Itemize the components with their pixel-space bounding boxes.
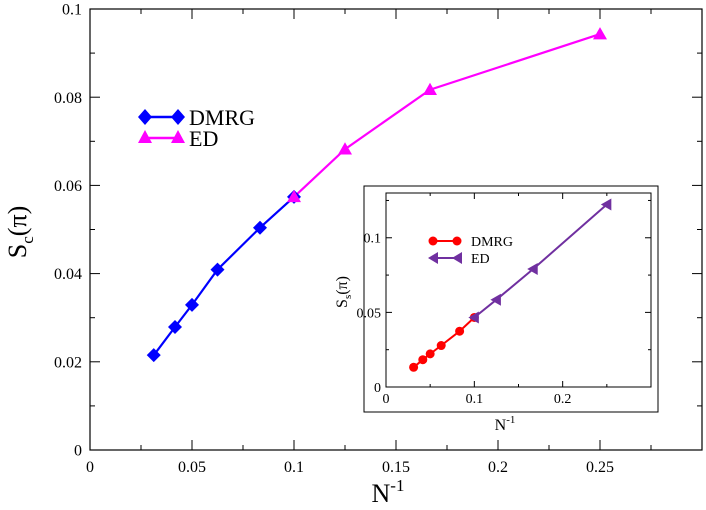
main-x-tick-label-4: 0.2 <box>488 459 508 476</box>
inset-x-tick-label-1: 0.1 <box>466 392 484 407</box>
inset-legend-marker-ed-end <box>452 252 462 264</box>
main-x-axis-label: N-1 <box>372 476 405 508</box>
main-legend-marker-dmrg <box>138 109 152 125</box>
inset-point-ed-0 <box>468 311 479 324</box>
main-point-dmrg-4 <box>252 220 267 235</box>
main-point-ed-2 <box>423 82 438 95</box>
inset-x-tick-label-0: 0 <box>383 392 390 407</box>
main-x-tick-label-1: 0.05 <box>178 459 206 476</box>
inset-legend-marker-dmrg-end <box>452 236 462 246</box>
inset-x-tick-label-2: 0.2 <box>554 392 572 407</box>
inset-series-line-ed <box>473 203 608 319</box>
main-legend-entry-dmrg: DMRG <box>138 105 255 130</box>
main-legend-label-ed: ED <box>189 126 218 151</box>
inset-point-dmrg-0 <box>409 362 419 372</box>
main-point-ed-0 <box>287 189 301 203</box>
inset-point-dmrg-3 <box>436 341 446 351</box>
main-legend-marker-ed-end <box>171 130 185 143</box>
main-x-tick-label-3: 0.15 <box>382 459 410 476</box>
inset-legend-marker-ed <box>428 252 438 264</box>
main-plot: 0 0.05 0.1 0.15 0.2 0.2500.020.040.060.080.1 … <box>3 2 703 508</box>
main-point-dmrg-0 <box>146 348 161 363</box>
inset-legend-label-dmrg: DMRG <box>471 235 513 250</box>
main-legend-label-dmrg: DMRG <box>189 105 255 130</box>
inset-point-dmrg-2 <box>425 349 435 359</box>
main-x-tick-label-0: 0 <box>86 459 94 476</box>
main-y-tick-label-1: 0.02 <box>54 354 82 371</box>
inset-legend: DMRG ED <box>428 235 513 267</box>
inset-point-dmrg-4 <box>455 326 465 336</box>
inset-y-tick-label-0: 0 <box>374 381 381 396</box>
main-legend-marker-dmrg-end <box>171 109 185 125</box>
main-legend-entry-ed: ED <box>138 126 218 151</box>
main-x-tick-label-2: 0.1 <box>284 459 304 476</box>
inset-point-ed-1 <box>490 293 501 306</box>
inset-legend-label-ed: ED <box>471 252 490 267</box>
main-point-dmrg-1 <box>168 319 183 334</box>
main-point-dmrg-3 <box>210 262 225 277</box>
main-y-tick-label-3: 0.06 <box>54 178 82 195</box>
inset-x-axis-label: N-1 <box>495 414 516 434</box>
inset-point-ed-3 <box>600 198 612 211</box>
main-point-ed-1 <box>338 142 352 155</box>
inset-background <box>363 185 659 413</box>
main-x-tick-label-5: 0.25 <box>586 459 614 476</box>
main-y-axis-label: Sc(π) <box>3 206 37 258</box>
inset-legend-marker-dmrg <box>428 236 438 246</box>
inset-legend-entry-dmrg: DMRG <box>428 235 513 250</box>
inset-point-dmrg-1 <box>418 355 428 365</box>
inset-y-tick-label-2: 0.1 <box>364 232 382 247</box>
inset-point-ed-2 <box>527 262 538 275</box>
inset-plot: 0 0.1 0.2 0 0.05 0.1 Ss(π) N-1 DMRG ED <box>334 185 659 434</box>
main-point-ed-3 <box>593 27 607 40</box>
inset-legend-entry-ed: ED <box>428 252 490 267</box>
main-y-tick-label-5: 0.1 <box>62 2 82 19</box>
main-y-tick-label-4: 0.08 <box>54 90 82 107</box>
main-y-tick-label-0: 0 <box>74 443 82 460</box>
main-point-dmrg-2 <box>185 297 199 312</box>
main-y-tick-label-2: 0.04 <box>54 266 82 283</box>
main-series-line-ed <box>293 33 601 198</box>
main-legend-marker-ed <box>138 130 152 143</box>
main-legend: DMRG ED <box>138 105 255 151</box>
inset-y-axis-label: Ss(π) <box>334 276 354 308</box>
inset-y-tick-label-1: 0.05 <box>357 306 382 321</box>
main-series-line-dmrg <box>152 196 295 356</box>
